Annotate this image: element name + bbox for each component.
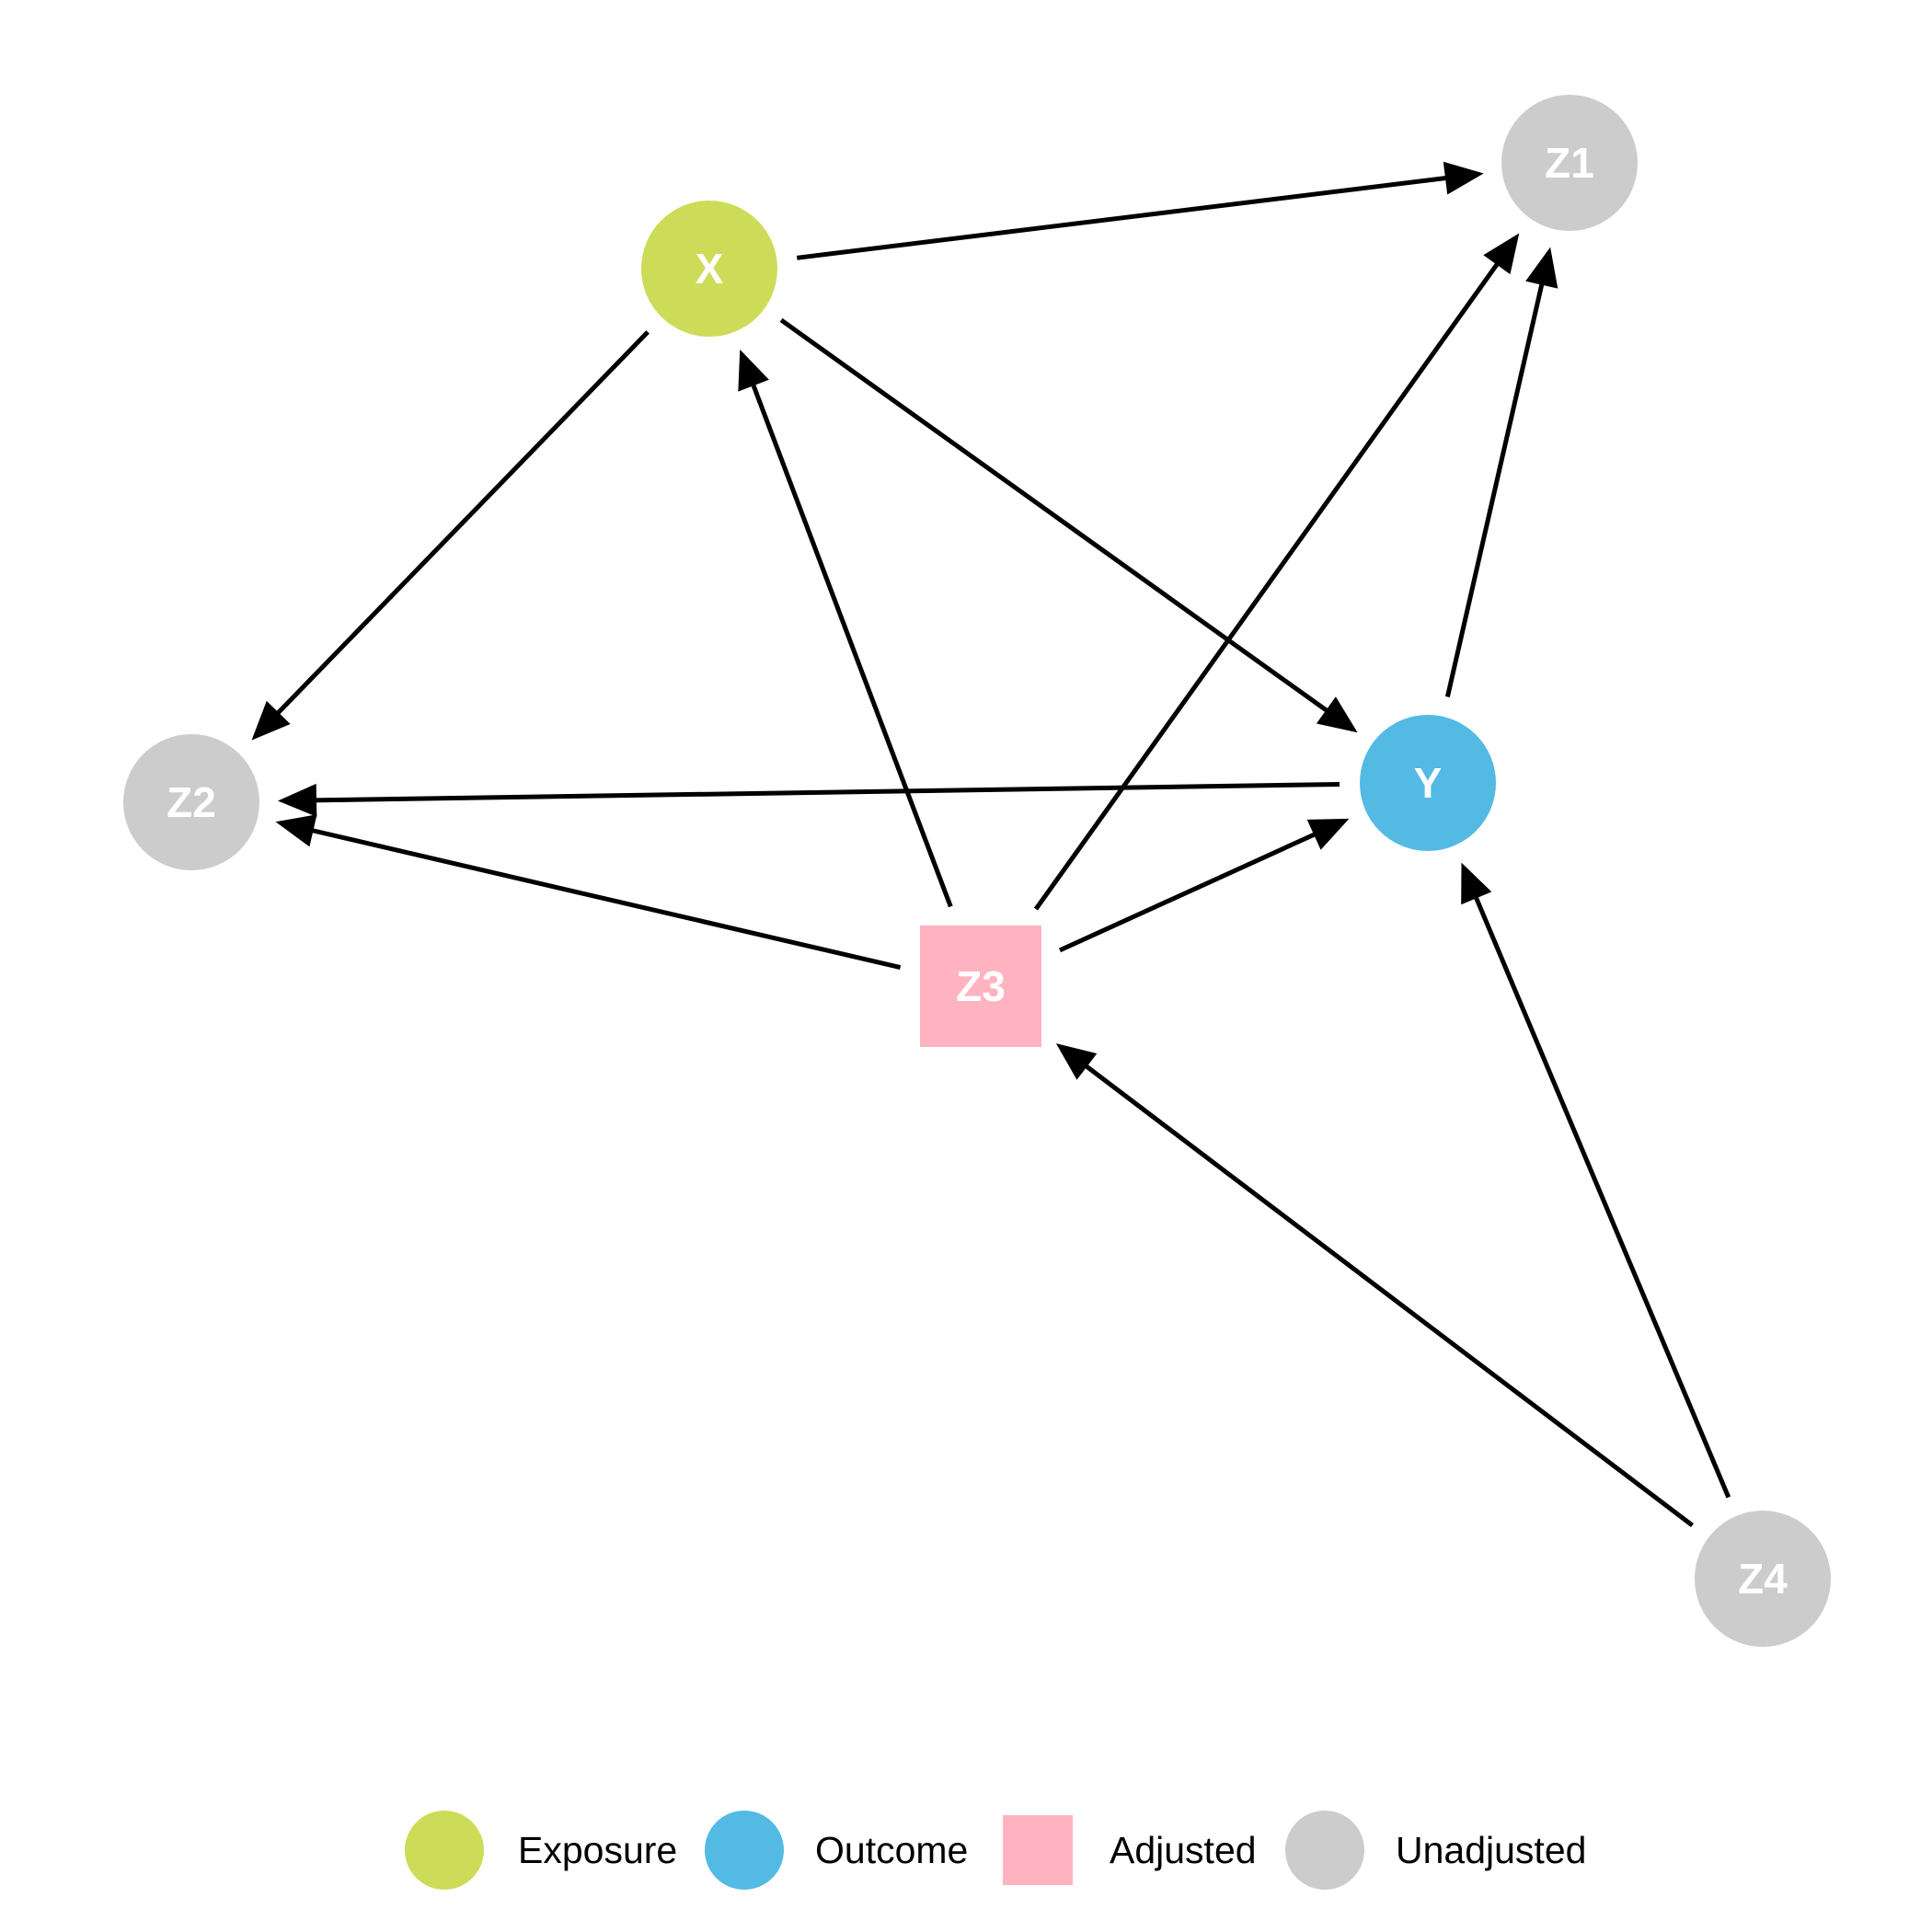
- edge-z4-to-z3: [1055, 1043, 1695, 1527]
- node-label: X: [696, 245, 724, 293]
- legend-key-circle: [705, 1811, 784, 1890]
- arrowhead: [1306, 818, 1350, 850]
- edge-line: [274, 330, 650, 718]
- legend-item-unadjusted: Unadjusted: [1285, 1811, 1586, 1890]
- legend-label: Exposure: [518, 1829, 677, 1871]
- node-y: Y: [1360, 715, 1496, 851]
- node-z2: Z2: [123, 734, 259, 870]
- node-shape-circle: [1695, 1511, 1831, 1647]
- edge-line: [312, 782, 1340, 803]
- edge-line: [779, 317, 1331, 715]
- node-shape-circle: [641, 201, 777, 337]
- legend-label: Adjusted: [1110, 1829, 1257, 1871]
- node-shape-circle: [1360, 715, 1496, 851]
- legend-item-outcome: Outcome: [705, 1811, 968, 1890]
- legend-key-circle: [405, 1811, 484, 1890]
- node-z4: Z4: [1695, 1511, 1831, 1647]
- edge-z3-to-z2: [275, 814, 902, 971]
- edge-x-to-z2: [251, 330, 650, 741]
- edges-layer: [251, 161, 1731, 1527]
- legend-key-circle: [1285, 1811, 1364, 1890]
- edge-line: [796, 175, 1450, 260]
- edge-x-to-z1: [796, 161, 1484, 260]
- edge-z3-to-z1: [1033, 233, 1520, 911]
- edge-z3-to-y: [1058, 818, 1350, 953]
- arrowhead: [275, 814, 317, 847]
- legend-item-exposure: Exposure: [405, 1811, 677, 1890]
- node-label: Z4: [1738, 1555, 1788, 1603]
- arrowhead: [1443, 161, 1484, 195]
- edge-line: [1058, 831, 1318, 953]
- legend-key-square: [1003, 1815, 1073, 1885]
- edge-line: [1033, 259, 1501, 911]
- edge-line: [1082, 1063, 1695, 1527]
- arrowhead: [1483, 233, 1520, 275]
- arrowhead: [1461, 862, 1492, 905]
- edge-line: [750, 381, 953, 908]
- node-x: X: [641, 201, 777, 337]
- edge-x-to-y: [779, 317, 1358, 733]
- edge-z3-to-x: [738, 349, 953, 908]
- arrowhead: [1055, 1043, 1098, 1080]
- nodes-layer: X Y Z1 Z2 Z3 Z4: [123, 95, 1831, 1647]
- node-shape-square: [920, 926, 1041, 1047]
- node-label: Y: [1414, 759, 1443, 807]
- node-label: Z3: [956, 962, 1006, 1010]
- arrowhead: [1316, 696, 1358, 733]
- edge-y-to-z2: [278, 782, 1340, 817]
- edge-z4-to-y: [1461, 862, 1731, 1499]
- legend-item-adjusted: Adjusted: [1003, 1815, 1257, 1885]
- node-shape-circle: [123, 734, 259, 870]
- edge-line: [1472, 893, 1731, 1499]
- arrowhead: [738, 349, 769, 392]
- node-z1: Z1: [1501, 95, 1638, 231]
- node-z3: Z3: [920, 926, 1041, 1047]
- node-shape-circle: [1501, 95, 1638, 231]
- arrowhead: [1525, 247, 1558, 289]
- edge-line: [1444, 281, 1546, 697]
- edge-line: [309, 827, 902, 971]
- node-label: Z1: [1545, 139, 1594, 187]
- legend-label: Outcome: [815, 1829, 968, 1871]
- legend-label: Unadjusted: [1396, 1829, 1586, 1871]
- arrowhead: [278, 783, 317, 817]
- edge-y-to-z1: [1444, 247, 1558, 697]
- arrowhead: [251, 700, 291, 741]
- node-label: Z2: [167, 778, 216, 826]
- legend: Exposure Outcome Adjusted Unadjusted: [405, 1811, 1586, 1890]
